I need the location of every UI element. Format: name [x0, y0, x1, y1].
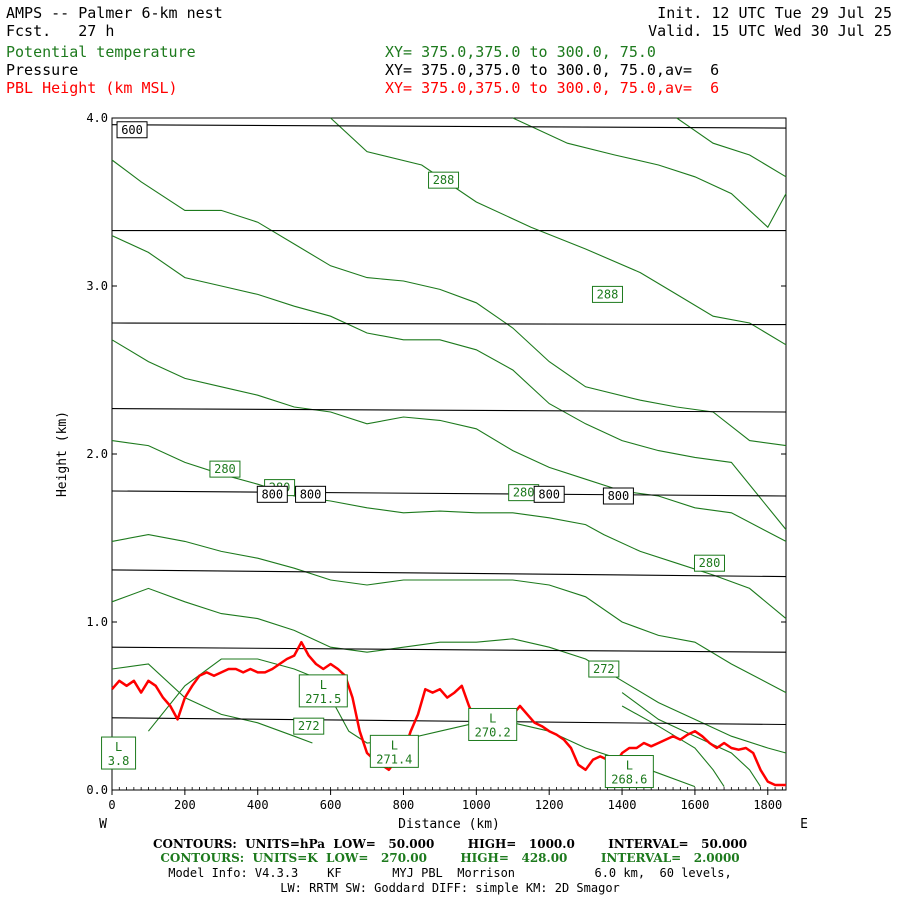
- theta-label: 288: [597, 287, 619, 301]
- y-tick-label: 0.0: [86, 783, 108, 797]
- footer-physics-info: LW: RRTM SW: Goddard DIFF: simple KM: 2D…: [280, 881, 620, 895]
- low-box: [369, 734, 419, 768]
- isentrope-line: [676, 117, 787, 178]
- isobar-line: [111, 124, 787, 129]
- west-label: W: [99, 817, 107, 832]
- y-tick-label: 4.0: [86, 111, 108, 125]
- low-value: 3.8: [108, 754, 130, 768]
- plot-frame: [111, 117, 787, 791]
- low-box: [468, 707, 518, 741]
- isentrope-line: [512, 117, 787, 229]
- isobar-line: [111, 490, 787, 497]
- low-marker: L: [626, 759, 633, 773]
- low-marker: L: [391, 738, 398, 752]
- low-marker: L: [489, 711, 496, 725]
- low-value: 271.5: [305, 692, 341, 706]
- low-marker: L: [320, 678, 327, 692]
- isentrope-line: [621, 692, 761, 787]
- forecast-label: Fcst.: [6, 22, 52, 40]
- theta-label: 288: [433, 173, 455, 187]
- theta-label-box: [264, 479, 296, 497]
- theta-label: 272: [298, 719, 320, 733]
- isentrope-line: [111, 587, 787, 754]
- isobar-line: [111, 322, 787, 326]
- low-box: [298, 674, 348, 708]
- low-value: 268.6: [611, 773, 647, 787]
- theta-label-box: [428, 171, 460, 189]
- field-name-theta: Potential temperature: [6, 43, 196, 61]
- field-xy-theta: XY= 375.0,375.0 to 300.0, 75.0: [385, 43, 656, 61]
- valid-time: Valid. 15 UTC Wed 30 Jul 25: [648, 22, 892, 40]
- isentrope-line: [111, 440, 787, 620]
- y-tick-label: 3.0: [86, 279, 108, 293]
- low-marker: L: [115, 740, 122, 754]
- low-value: 270.2: [475, 725, 511, 739]
- isobar-line: [111, 646, 787, 653]
- init-time: Init. 12 UTC Tue 29 Jul 25: [657, 4, 892, 22]
- footer-model-info: Model Info: V4.3.3 KF MYJ PBL Morrison 6…: [168, 866, 732, 880]
- x-tick-label: 400: [247, 798, 269, 812]
- isentrope-line: [111, 339, 787, 542]
- isentrope-line: [147, 658, 696, 788]
- footer-theta-contours: CONTOURS: UNITS=K LOW= 270.00 HIGH= 428.…: [160, 851, 740, 865]
- theta-label-box: [588, 660, 620, 678]
- low-box: [604, 755, 654, 789]
- y-axis-label: Height (km): [55, 411, 70, 497]
- x-tick-label: 1800: [753, 798, 782, 812]
- theta-label-box: [591, 285, 623, 303]
- y-tick-label: 1.0: [86, 615, 108, 629]
- chart-title: AMPS -- Palmer 6-km nest: [6, 4, 223, 22]
- x-tick-label: 1000: [462, 798, 491, 812]
- x-axis-label: Distance (km): [398, 817, 500, 832]
- isobar-label-box: [116, 121, 148, 139]
- isobar-label: 800: [261, 487, 283, 501]
- isentrope-line: [111, 534, 787, 694]
- isobar-line: [111, 408, 787, 413]
- theta-label: 272: [593, 662, 615, 676]
- field-xy-pbl: XY= 375.0,375.0 to 300.0, 75.0,av= 6: [385, 79, 720, 97]
- forecast-value: 27 h: [78, 22, 115, 40]
- pbl-height-line: [111, 640, 786, 787]
- theta-label-box: [209, 460, 241, 478]
- field-name-pbl: PBL Height (km MSL): [6, 79, 178, 97]
- isobar-label-box: [295, 485, 327, 503]
- x-tick-label: 1600: [680, 798, 709, 812]
- x-tick-label: 200: [174, 798, 196, 812]
- x-tick-label: 0: [108, 798, 115, 812]
- low-box: [101, 736, 137, 770]
- east-label: E: [800, 817, 808, 832]
- field-name-pressure: Pressure: [6, 61, 79, 79]
- theta-label-box: [508, 484, 540, 502]
- theta-label: 280: [214, 462, 236, 476]
- isobar-label: 600: [121, 123, 143, 137]
- forecast-hour: Fcst. 27 h: [6, 22, 114, 40]
- isentrope-line: [330, 117, 787, 346]
- x-tick-label: 800: [393, 798, 415, 812]
- x-tick-label: 600: [320, 798, 342, 812]
- x-tick-label: 1200: [535, 798, 564, 812]
- theta-label: 280: [699, 556, 721, 570]
- theta-label: 280: [513, 486, 535, 500]
- theta-label: 280: [269, 481, 291, 495]
- isentrope-line: [111, 159, 787, 447]
- y-tick-label: 2.0: [86, 447, 108, 461]
- isentrope-line: [111, 235, 787, 530]
- isobar-line: [111, 569, 787, 578]
- footer-pressure-contours: CONTOURS: UNITS=hPa LOW= 50.000 HIGH= 10…: [152, 837, 748, 851]
- x-tick-label: 1400: [608, 798, 637, 812]
- field-xy-pressure: XY= 375.0,375.0 to 300.0, 75.0,av= 6: [385, 61, 720, 79]
- theta-label-box: [693, 554, 725, 572]
- isobar-label-box: [256, 485, 288, 503]
- isentrope-line: [621, 705, 725, 787]
- isobar-label-box: [533, 485, 565, 503]
- low-value: 271.4: [376, 752, 412, 766]
- isobar-label: 800: [300, 487, 322, 501]
- isobar-label: 800: [538, 487, 560, 501]
- isentrope-line: [111, 663, 313, 744]
- isobar-label-box: [602, 487, 634, 505]
- isobar-line: [111, 717, 787, 726]
- isobar-label: 800: [608, 489, 630, 503]
- theta-label-box: [293, 717, 325, 735]
